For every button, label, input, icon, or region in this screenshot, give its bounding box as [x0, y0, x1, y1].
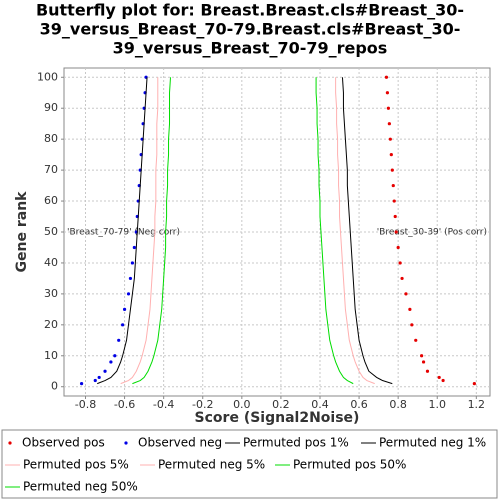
data-point	[441, 378, 445, 383]
chart-title: 39_versus_Breast_70-79.Breast.cls#Breast…	[40, 20, 461, 39]
y-tick-label: 60	[44, 194, 58, 207]
y-tick-label: 40	[44, 256, 58, 269]
data-point	[122, 307, 127, 311]
data-point	[398, 261, 402, 265]
data-point	[396, 245, 400, 250]
data-point	[390, 168, 394, 172]
y-tick-label: 50	[44, 225, 58, 238]
legend-label: Permuted pos 5%	[23, 458, 129, 472]
data-point	[392, 199, 396, 203]
data-point	[472, 382, 476, 386]
y-axis-label: Gene rank	[14, 191, 30, 273]
x-tick-label: 0.8	[389, 398, 407, 411]
data-point	[97, 375, 101, 380]
data-point	[437, 375, 441, 380]
x-tick-label: 0.6	[350, 398, 368, 411]
series-line	[97, 77, 148, 385]
chart-title: Butterfly plot for: Breast.Breast.cls#Br…	[36, 1, 464, 20]
x-tick-label: -0.4	[153, 398, 174, 411]
data-point	[130, 261, 134, 265]
y-tick-label: 20	[44, 318, 58, 331]
data-point	[414, 338, 418, 342]
legend-label: Permuted pos 1%	[243, 436, 349, 450]
data-point	[386, 106, 390, 110]
data-point	[421, 360, 426, 364]
chart-title: 39_versus_Breast_70-79_repos	[113, 39, 388, 58]
data-point	[128, 276, 133, 281]
y-tick-label: 30	[44, 287, 58, 300]
y-tick-label: 100	[37, 70, 58, 83]
series-line	[335, 77, 375, 385]
legend-label: Permuted pos 50%	[293, 458, 406, 472]
data-point	[394, 230, 398, 234]
data-point	[389, 153, 393, 157]
data-point	[420, 354, 424, 358]
series-line	[120, 77, 159, 385]
x-tick-label: 0.0	[233, 398, 251, 411]
data-point	[404, 292, 408, 296]
data-point	[117, 338, 121, 342]
y-tick-label: 90	[44, 101, 58, 114]
x-tick-label: 0.4	[311, 398, 329, 411]
legend-label: Permuted neg 1%	[379, 436, 486, 450]
data-point	[121, 323, 125, 327]
y-tick-label: 10	[44, 349, 58, 362]
data-point	[410, 323, 414, 327]
x-tick-label: 0.2	[272, 398, 290, 411]
y-tick-label: 80	[44, 132, 58, 145]
data-point	[391, 183, 395, 188]
legend	[1, 429, 498, 499]
annotation: 'Breast_30-39' (Pos corr)	[377, 228, 487, 238]
legend-marker	[8, 441, 12, 445]
series-line	[132, 77, 171, 385]
x-tick-label: -0.6	[114, 398, 135, 411]
legend-label: Observed neg	[138, 436, 222, 450]
x-axis-label: Score (Signal2Noise)	[195, 410, 360, 426]
data-point	[109, 360, 113, 364]
y-tick-label: 70	[44, 163, 58, 176]
data-point	[425, 369, 430, 373]
data-point	[387, 122, 391, 126]
series-line	[341, 77, 393, 385]
data-point	[79, 382, 84, 386]
data-point	[393, 214, 397, 219]
x-tick-label: -0.8	[75, 398, 96, 411]
series-line	[315, 77, 354, 385]
x-tick-label: 1.0	[428, 398, 446, 411]
legend-label: Permuted neg 5%	[158, 458, 265, 472]
data-point	[400, 276, 404, 281]
data-point	[93, 378, 97, 383]
x-tick-label: -0.2	[192, 398, 213, 411]
x-tick-label: 1.2	[468, 398, 486, 411]
y-tick-label: 0	[51, 380, 58, 393]
data-point	[385, 91, 390, 95]
legend-marker	[124, 441, 128, 445]
data-point	[388, 137, 392, 141]
annotation: 'Breast_70-79' (Neg corr)	[67, 228, 180, 238]
data-point	[113, 354, 117, 358]
data-point	[103, 369, 107, 373]
legend-label: Permuted neg 50%	[23, 480, 138, 494]
data-point	[408, 307, 412, 311]
data-point	[126, 292, 131, 296]
data-point	[132, 245, 136, 250]
legend-label: Observed pos	[22, 436, 105, 450]
data-point	[384, 75, 389, 79]
